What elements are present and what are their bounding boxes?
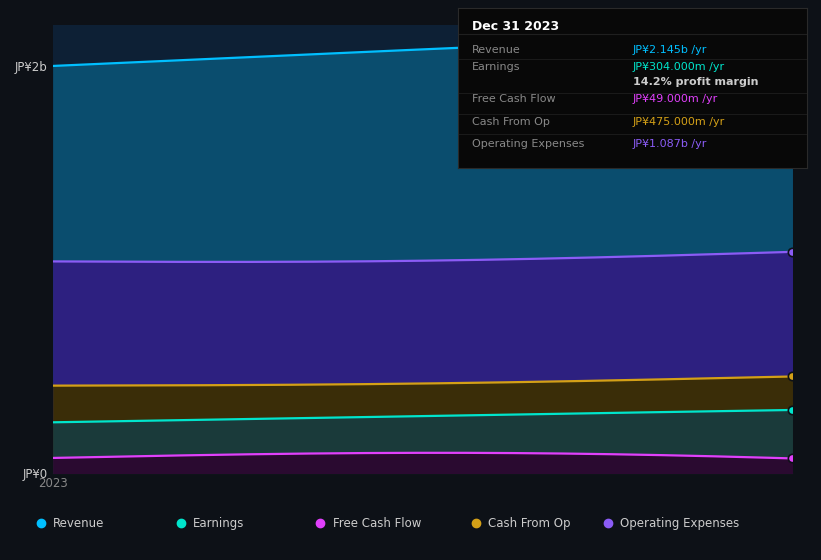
Text: JP¥49.000m /yr: JP¥49.000m /yr xyxy=(633,95,718,104)
Text: Dec 31 2023: Dec 31 2023 xyxy=(472,20,559,32)
Text: JP¥475.000m /yr: JP¥475.000m /yr xyxy=(633,116,725,127)
Text: Free Cash Flow: Free Cash Flow xyxy=(472,95,556,104)
Text: Free Cash Flow: Free Cash Flow xyxy=(333,516,421,530)
Text: 14.2% profit margin: 14.2% profit margin xyxy=(633,77,758,87)
Text: JP¥304.000m /yr: JP¥304.000m /yr xyxy=(633,63,725,72)
Text: Revenue: Revenue xyxy=(472,45,521,55)
Text: Cash From Op: Cash From Op xyxy=(488,516,571,530)
Text: Cash From Op: Cash From Op xyxy=(472,116,550,127)
Text: Earnings: Earnings xyxy=(472,63,521,72)
Text: Revenue: Revenue xyxy=(53,516,105,530)
Text: Operating Expenses: Operating Expenses xyxy=(620,516,739,530)
Text: Earnings: Earnings xyxy=(193,516,245,530)
Text: Operating Expenses: Operating Expenses xyxy=(472,139,585,149)
Text: JP¥2.145b /yr: JP¥2.145b /yr xyxy=(633,45,707,55)
Text: JP¥1.087b /yr: JP¥1.087b /yr xyxy=(633,139,707,149)
